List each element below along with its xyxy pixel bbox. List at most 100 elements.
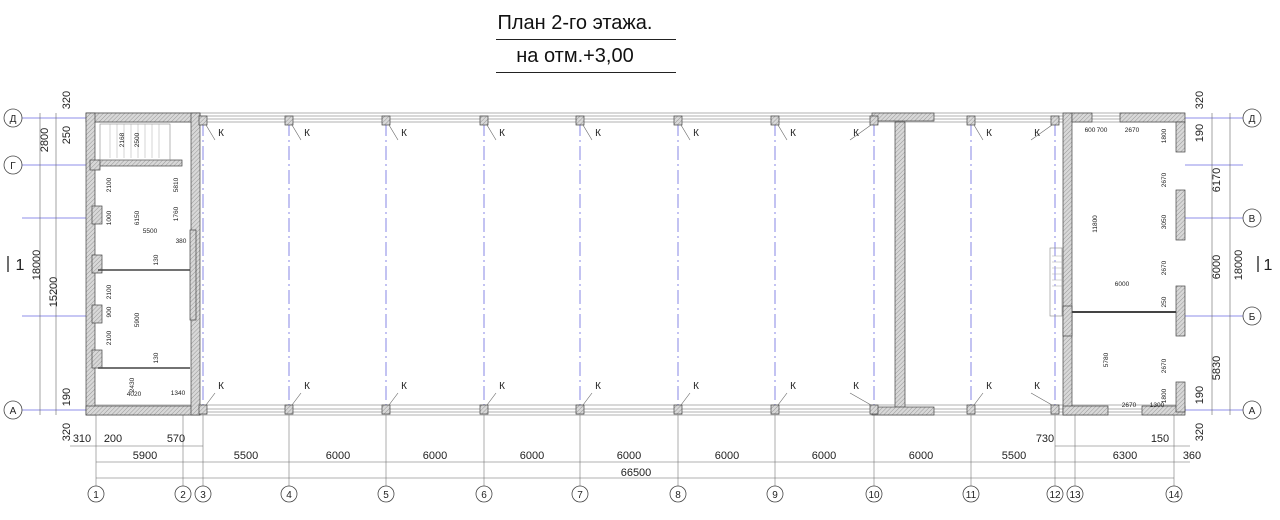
column-marker-label: К: [218, 381, 224, 392]
dimension-label: 6000: [617, 450, 641, 462]
axis-bubble: [475, 485, 493, 503]
column: [198, 115, 208, 126]
dimension-label: 6000: [715, 450, 739, 462]
dimension-label: 1800: [1161, 128, 1168, 143]
dimension-label: 2100: [106, 284, 113, 299]
column-marker-label: К: [218, 128, 224, 139]
axis-bubble: [377, 485, 395, 503]
column-leader: [205, 392, 216, 406]
column-marker-label: К: [499, 128, 505, 139]
column-leader: [486, 124, 497, 141]
axis-label-Д: Д: [1249, 114, 1256, 125]
column-leader: [973, 392, 984, 406]
column-marker-label: К: [790, 128, 796, 139]
column-leader: [777, 124, 788, 141]
dimension-label: 2670: [1161, 172, 1168, 187]
drawing-title: План 2-го этажа.: [497, 12, 653, 34]
column-marker-label: К: [986, 128, 992, 139]
dimension-label: 5500: [234, 450, 258, 462]
dimension-label: 1300: [1150, 402, 1165, 409]
column-marker-label: К: [853, 381, 859, 392]
dimension-label: 3050: [1161, 214, 1168, 229]
dimension-label: 2168: [119, 132, 126, 147]
axis-bubble: [669, 485, 687, 503]
dimension-label: 11800: [1092, 215, 1099, 233]
dimension-label: 130: [153, 352, 160, 363]
column-leader: [291, 392, 302, 406]
axis-label-В: В: [1249, 214, 1256, 225]
dimension-label: 1340: [171, 390, 186, 397]
column-marker-label: К: [790, 381, 796, 392]
dimension-label: 2670: [1161, 260, 1168, 275]
walls: [7, 112, 1259, 416]
dimension-label: 6000: [326, 450, 350, 462]
column: [381, 404, 391, 415]
axis-label-1: 1: [93, 490, 99, 501]
axis-bubble: [1242, 208, 1262, 228]
dimension-label: 190: [1194, 386, 1206, 404]
dimension-label: 1800: [1161, 388, 1168, 403]
column-leader: [680, 392, 691, 406]
axis-label-Б: Б: [1249, 312, 1256, 323]
column-leader: [582, 124, 593, 141]
dimension-label: 1760: [173, 206, 180, 221]
column-leader: [1030, 392, 1053, 406]
subtitle-underline: [496, 72, 676, 73]
stair-icon: [1049, 247, 1063, 317]
wall: [871, 406, 935, 416]
axis-bubble: [962, 485, 980, 503]
dimension-label: 6000: [520, 450, 544, 462]
title-underline: [496, 39, 676, 40]
section-marker-right: 1: [1264, 257, 1273, 274]
column: [381, 115, 391, 126]
dimension-label: 130: [153, 254, 160, 265]
axis-bubble: [865, 485, 883, 503]
column-marker-label: К: [1034, 381, 1040, 392]
column-leader: [486, 392, 497, 406]
wall: [1175, 189, 1186, 241]
column-marker-label: К: [401, 381, 407, 392]
axis-bubble: [766, 485, 784, 503]
column-leader: [849, 124, 872, 141]
dimension-label: 1000: [106, 210, 113, 225]
wall: [1062, 405, 1109, 416]
axis-bubble: [194, 485, 212, 503]
column-marker-label: К: [986, 381, 992, 392]
axis-bubble: [3, 108, 23, 128]
dimension-label: 900: [106, 306, 113, 317]
dimension-label: 5780: [1103, 352, 1110, 367]
dimension-label: 5500: [143, 228, 158, 235]
column: [198, 404, 208, 415]
column-marker-label: К: [595, 128, 601, 139]
axis-bubble: [1242, 306, 1262, 326]
dimension-label: 320: [1194, 91, 1206, 109]
axis-label-6: 6: [481, 490, 487, 501]
dimension-label: 5900: [134, 312, 141, 327]
dimension-label: 5900: [133, 450, 157, 462]
column: [479, 115, 489, 126]
dimension-label: 320: [61, 423, 73, 441]
dimension-label: 6150: [134, 210, 141, 225]
wall: [85, 405, 201, 416]
column: [1050, 404, 1060, 415]
dimension-label: 320: [61, 91, 73, 109]
dimension-label: 730: [1036, 433, 1054, 445]
dimension-label: 190: [1194, 124, 1206, 142]
axis-label-5: 5: [383, 490, 389, 501]
dimension-label: 2800: [39, 128, 51, 152]
column-leader: [777, 392, 788, 406]
dimension-label: 6000: [1211, 255, 1223, 279]
dimension-label: 6000: [423, 450, 447, 462]
column-leader: [291, 124, 302, 141]
axis-label-3: 3: [200, 490, 206, 501]
column: [966, 404, 976, 415]
wall: [1062, 305, 1073, 337]
wall: [85, 112, 201, 123]
axis-bubble: [87, 485, 105, 503]
dimension-label: 2670: [1161, 358, 1168, 373]
dimension-label: 600: [1085, 127, 1096, 134]
column-marker-label: К: [304, 381, 310, 392]
column: [479, 404, 489, 415]
axis-bubble: [3, 155, 23, 175]
